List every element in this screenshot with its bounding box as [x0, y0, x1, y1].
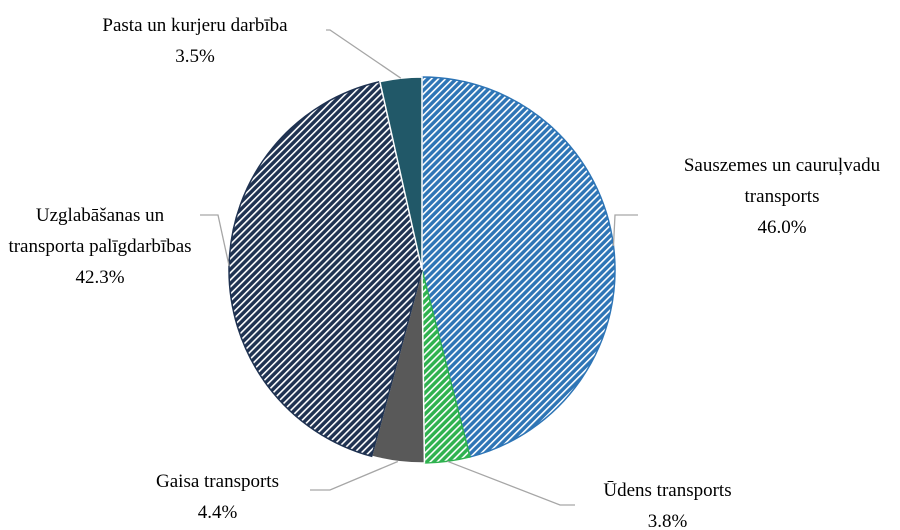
category-label: Ūdens transports — [603, 480, 732, 501]
category-label: Gaisa transports — [156, 471, 279, 492]
value-label: 42.3% — [75, 267, 125, 288]
slice-label: Ūdens transports 3.8% — [560, 475, 775, 530]
slice-label: Pasta un kurjeru darbība 3.5% — [60, 10, 330, 72]
slice-label: Gaisa transports 4.4% — [110, 466, 325, 528]
value-label: 46.0% — [757, 217, 807, 238]
value-label: 4.4% — [197, 502, 238, 523]
value-label: 3.8% — [647, 511, 688, 530]
value-label: 3.5% — [175, 46, 215, 67]
pie-slice — [228, 80, 423, 458]
pie-slice — [421, 76, 616, 458]
leader-line — [612, 214, 638, 246]
slice-label: Uzglabāšanas un transporta palīgdarbības… — [0, 200, 200, 293]
leader-line — [326, 29, 402, 79]
leader-line — [310, 460, 399, 491]
category-label: Pasta un kurjeru darbība — [102, 15, 288, 36]
slice-label: Sauszemes un cauruļvadu transports 46.0% — [662, 150, 900, 243]
leader-line — [200, 214, 230, 266]
category-label: Uzglabāšanas un transporta palīgdarbības — [8, 205, 192, 257]
category-label: Sauszemes un cauruļvadu transports — [683, 155, 881, 207]
leader-line — [447, 460, 575, 506]
